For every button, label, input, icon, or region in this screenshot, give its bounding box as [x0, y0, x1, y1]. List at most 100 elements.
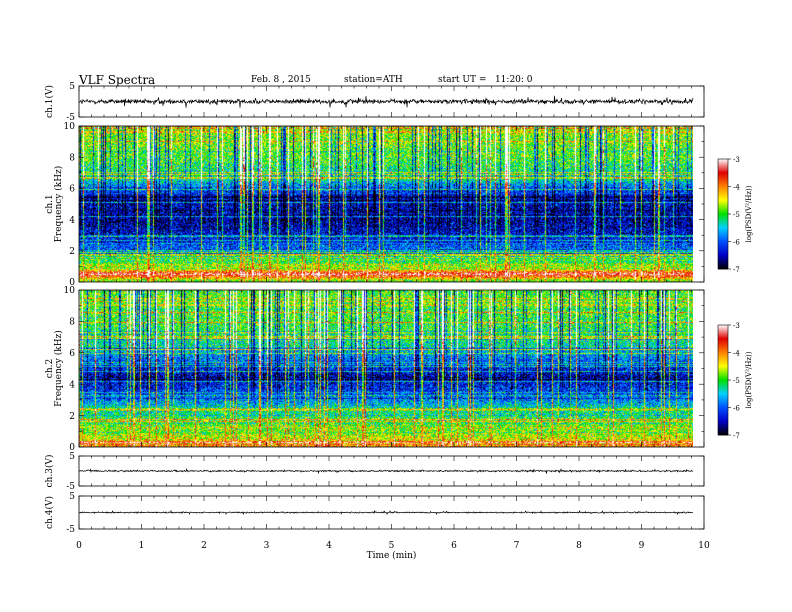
colorbar-segment — [718, 368, 728, 370]
colorbar-segment — [718, 172, 728, 174]
y-tick-label: 10 — [64, 122, 76, 132]
colorbar-segment — [718, 361, 728, 363]
colorbar-tick-label: -5 — [733, 211, 740, 219]
colorbar-segment — [718, 327, 728, 329]
y-axis-label: ch.3(V) — [44, 455, 55, 488]
colorbar-segment — [718, 212, 728, 214]
colorbar-segment — [718, 185, 728, 187]
colorbar-segment — [718, 427, 728, 429]
colorbar-segment — [718, 225, 728, 227]
colorbar-segment — [718, 370, 728, 372]
colorbar-segment — [718, 223, 728, 225]
colorbar-segment — [718, 385, 728, 387]
colorbar-segment — [718, 220, 728, 222]
colorbar-segment — [718, 401, 728, 403]
colorbar-segment — [718, 177, 728, 179]
colorbar-segment — [718, 199, 728, 201]
y-tick-label: -5 — [66, 482, 75, 492]
colorbar-segment — [718, 429, 728, 431]
colorbar-segment — [718, 166, 728, 168]
colorbar-ch2 — [718, 325, 728, 436]
y-tick-label: -5 — [66, 525, 75, 535]
colorbar-segment — [718, 416, 728, 418]
colorbar-segment — [718, 244, 728, 246]
colorbar-segment — [718, 263, 728, 265]
colorbar-label: log(PSD(V²/Hz)) — [745, 351, 753, 408]
x-tick-label: 8 — [576, 541, 582, 551]
x-tick-label: 2 — [201, 541, 207, 551]
colorbar-segment — [718, 397, 728, 399]
colorbar-segment — [718, 181, 728, 183]
date-label: Feb. 8 , 2015 — [251, 75, 311, 85]
colorbar-segment — [718, 326, 728, 328]
colorbar-segment — [718, 334, 728, 336]
y-tick-label: 2 — [69, 247, 75, 257]
y-tick-label: 0 — [69, 443, 75, 453]
colorbar-segment — [718, 214, 728, 216]
colorbar-segment — [718, 264, 728, 266]
colorbar-segment — [718, 267, 728, 269]
colorbar-segment — [718, 234, 728, 236]
colorbar-segment — [718, 202, 728, 204]
colorbar-segment — [718, 174, 728, 176]
y-tick-label: -5 — [66, 113, 75, 123]
colorbar-segment — [718, 341, 728, 343]
colorbar-segment — [718, 207, 728, 209]
colorbar-segment — [718, 417, 728, 419]
colorbar-segment — [718, 329, 728, 331]
y-tick-label: 0 — [69, 278, 75, 288]
colorbar-segment — [718, 221, 728, 223]
colorbar-segment — [718, 219, 728, 221]
colorbar-segment — [718, 167, 728, 169]
y-axis-label: ch.2 — [45, 359, 55, 378]
colorbar-segment — [718, 258, 728, 260]
y-tick-label: 5 — [69, 452, 75, 462]
colorbar-segment — [718, 363, 728, 365]
colorbar-tick-label: -3 — [733, 156, 740, 164]
colorbar-segment — [718, 217, 728, 219]
colorbar-segment — [718, 410, 728, 412]
colorbar-segment — [718, 413, 728, 415]
colorbar-tick-label: -7 — [733, 266, 740, 274]
colorbar-segment — [718, 390, 728, 392]
colorbar-segment — [718, 403, 728, 405]
colorbar-segment — [718, 218, 728, 220]
colorbar-segment — [718, 232, 728, 234]
colorbar-segment — [718, 384, 728, 386]
colorbar-segment — [718, 195, 728, 197]
colorbar-segment — [718, 394, 728, 396]
colorbar-segment — [718, 380, 728, 382]
colorbar-segment — [718, 430, 728, 432]
colorbar-segment — [718, 350, 728, 352]
colorbar-segment — [718, 213, 728, 215]
colorbar-segment — [718, 351, 728, 353]
colorbar-segment — [718, 249, 728, 251]
colorbar-segment — [718, 201, 728, 203]
colorbar-segment — [718, 262, 728, 264]
ch3-waveform-trace — [78, 467, 694, 475]
colorbar-segment — [718, 260, 728, 262]
y-axis-label: ch.1 — [45, 194, 55, 213]
colorbar-segment — [718, 266, 728, 268]
colorbar-segment — [718, 183, 728, 185]
colorbar-segment — [718, 325, 728, 327]
colorbar-segment — [718, 168, 728, 170]
station-label: station=ATH — [344, 75, 403, 85]
colorbar-segment — [718, 248, 728, 250]
colorbar-label: log(PSD(V²/Hz)) — [745, 185, 753, 242]
colorbar-segment — [718, 210, 728, 212]
colorbar-segment — [718, 162, 728, 164]
colorbar-segment — [718, 400, 728, 402]
colorbar-segment — [718, 178, 728, 180]
colorbar-segment — [718, 187, 728, 189]
x-tick-label: 6 — [451, 541, 457, 551]
colorbar-segment — [718, 209, 728, 211]
colorbar-segment — [718, 170, 728, 172]
colorbar-segment — [718, 431, 728, 433]
colorbar-segment — [718, 193, 728, 195]
colorbar-segment — [718, 164, 728, 166]
colorbar-segment — [718, 388, 728, 390]
colorbar-segment — [718, 247, 728, 249]
colorbar-tick-label: -6 — [733, 405, 740, 413]
colorbar-segment — [718, 204, 728, 206]
